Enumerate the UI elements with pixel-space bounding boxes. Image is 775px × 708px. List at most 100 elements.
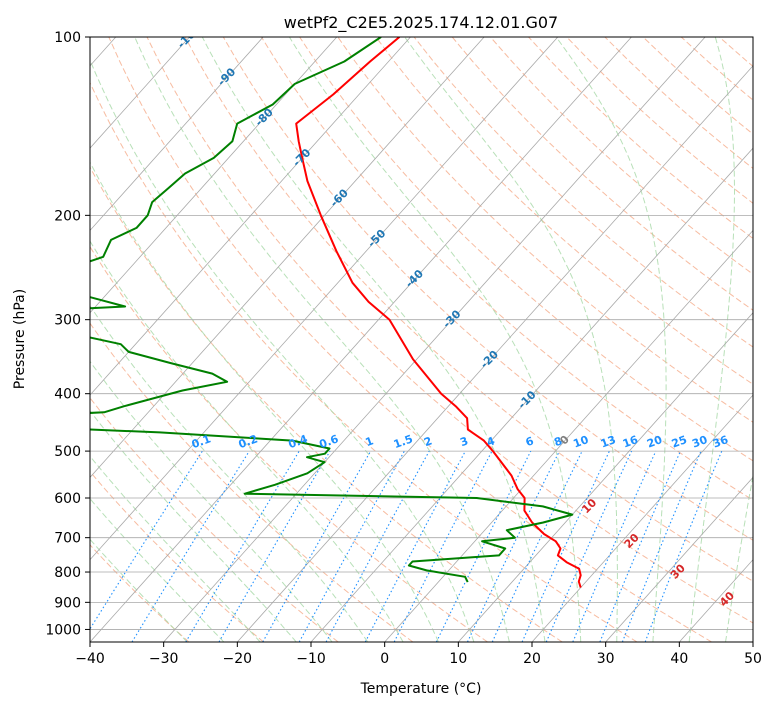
- dry-adiabat-line: [184, 37, 753, 582]
- y-axis-label: Pressure (hPa): [12, 289, 28, 389]
- mixing-ratio-line: [262, 450, 372, 642]
- dry-adiabat-line: [299, 37, 753, 462]
- moist-adiabat-line: [288, 37, 582, 642]
- y-tick-label: 200: [54, 208, 81, 224]
- isotherm-line: [90, 37, 485, 478]
- temperature-profile-line: [295, 37, 582, 588]
- dry-adiabat-line: [528, 37, 753, 240]
- mixing-ratio-line: [491, 450, 583, 642]
- dry-adiabat-line: [90, 245, 488, 642]
- isotherm-line: [90, 37, 338, 314]
- mixing-ratio-line: [644, 450, 723, 642]
- dry-adiabat-line: [680, 37, 753, 101]
- dry-adiabat-line: [90, 544, 190, 642]
- moist-adiabat-label: 10: [579, 496, 599, 516]
- mixing-ratio-line: [131, 450, 250, 642]
- y-tick-label: 100: [54, 30, 81, 46]
- moist-adiabat-label: 30: [668, 561, 688, 581]
- isotherm-line: [90, 37, 264, 232]
- isotherm-line: [237, 65, 753, 642]
- x-axis-label: Temperature (°C): [360, 681, 482, 697]
- mixing-ratio-line: [364, 450, 466, 642]
- mixing-ratio-line: [185, 450, 300, 642]
- dry-adiabat-line: [375, 37, 753, 385]
- moist-adiabat-line: [134, 37, 510, 642]
- mixing-ratio-label: 30: [690, 433, 709, 451]
- moist-adiabat-line: [90, 304, 369, 642]
- mixing-ratio-label: 0.4: [287, 432, 310, 451]
- mixing-ratio-label: 1: [364, 434, 376, 449]
- x-tick-label: 50: [744, 651, 762, 667]
- moist-adiabat-line: [90, 410, 297, 642]
- moist-adiabat-line: [90, 538, 188, 642]
- mixing-ratio-label: 10: [571, 433, 590, 451]
- x-tick-label: 0: [380, 651, 389, 667]
- mixing-ratio-label: 0.1: [190, 432, 213, 451]
- moist-adiabat-line: [90, 240, 404, 642]
- dry-adiabat-line: [758, 37, 775, 642]
- dewpoint-profile-line: [90, 37, 574, 583]
- isotherm-line: [90, 37, 559, 561]
- mixing-ratio-label: 1.5: [392, 432, 415, 451]
- x-axis-ticks: −40 −30 −20 −10 0 10 20 30 40 50: [75, 642, 762, 667]
- y-tick-label: 800: [54, 565, 81, 581]
- mixing-ratio-label: 0.2: [237, 432, 260, 451]
- x-tick-label: −10: [296, 651, 326, 667]
- y-tick-label: 1000: [45, 622, 81, 638]
- label-layer: 0.1 0.2 0.4 0.6 1 1.5 2 3 4 6 8 10 13 16 20 25 30 36-100-…: [175, 37, 738, 609]
- y-tick-label: 400: [54, 387, 81, 403]
- moist-adiabat-line: [688, 37, 735, 642]
- x-tick-label: −30: [149, 651, 179, 667]
- x-tick-label: 20: [523, 651, 541, 667]
- mixing-ratio-line: [572, 450, 657, 642]
- dry-adiabat-line: [222, 37, 753, 541]
- series-layer: [90, 37, 582, 588]
- moist-adiabat-line: [201, 37, 546, 642]
- grid-layer: [90, 37, 775, 642]
- mixing-ratio-label: 4: [485, 434, 497, 449]
- moist-adiabat-line: [90, 360, 333, 642]
- y-tick-label: 500: [54, 444, 81, 460]
- isotherm-line: [384, 229, 753, 642]
- y-tick-label: 700: [54, 531, 81, 547]
- x-tick-label: −40: [75, 651, 105, 667]
- mixing-ratio-label: 25: [670, 433, 689, 450]
- isotherm-line: [752, 641, 753, 642]
- moist-adiabat-line: [90, 161, 439, 642]
- mixing-ratio-label: 8: [552, 434, 564, 449]
- mixing-ratio-line: [325, 450, 430, 642]
- moist-adiabat-line: [404, 37, 618, 642]
- chart-title: wetPf2_C2E5.2025.174.12.01.G07: [284, 13, 558, 33]
- dry-adiabat-line: [108, 37, 712, 642]
- dry-adiabat-line: [260, 37, 753, 501]
- y-tick-label: 900: [54, 595, 81, 611]
- x-tick-label: 40: [670, 651, 688, 667]
- x-tick-label: −20: [223, 651, 253, 667]
- mixing-ratio-line: [435, 450, 532, 642]
- moist-adiabat-label: 20: [622, 531, 642, 551]
- isotherm-line: [310, 147, 753, 642]
- moist-adiabat-line: [90, 497, 225, 642]
- mixing-ratio-label: 0.6: [317, 432, 340, 451]
- dry-adiabat-line: [413, 37, 753, 348]
- isotherm-line: [531, 394, 753, 642]
- mixing-ratio-label: 16: [621, 433, 640, 451]
- x-tick-label: 10: [449, 651, 467, 667]
- mixing-ratio-label: 3: [458, 434, 470, 449]
- dry-adiabat-line: [566, 37, 753, 204]
- y-axis-ticks: 100 200 300 400 500 600 700 800 900 1000: [45, 30, 90, 638]
- dry-adiabat-line: [146, 37, 753, 624]
- isotherm-line: [605, 476, 753, 642]
- dry-adiabat-line: [642, 37, 753, 135]
- dry-adiabat-line: [90, 166, 563, 642]
- dry-adiabat-line: [90, 470, 264, 642]
- mixing-ratio-line: [90, 450, 203, 630]
- mixing-ratio-line: [545, 450, 633, 642]
- y-tick-label: 300: [54, 313, 81, 329]
- moist-adiabat-line: [90, 58, 475, 642]
- moist-adiabat-line: [725, 472, 753, 642]
- mixing-ratio-label: 13: [599, 433, 618, 450]
- dry-adiabat-line: [90, 81, 638, 642]
- mixing-ratio-line: [298, 450, 405, 642]
